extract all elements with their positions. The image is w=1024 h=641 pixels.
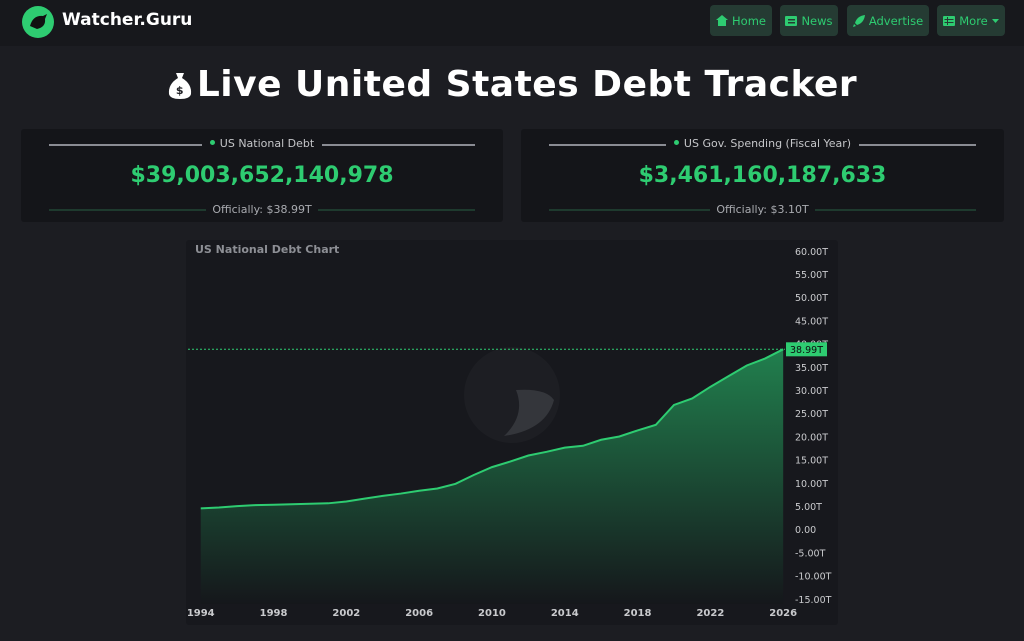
- page-title: $ Live United States Debt Tracker: [0, 64, 1024, 105]
- y-tick-label: -5.00T: [795, 548, 826, 559]
- y-tick-label: 35.00T: [795, 363, 828, 374]
- nav-label: News: [801, 13, 833, 28]
- card-official: Officially: $38.99T: [206, 203, 318, 216]
- current-badge: [786, 342, 827, 357]
- spending-card: US Gov. Spending (Fiscal Year) $3,461,16…: [521, 129, 1004, 222]
- y-tick-label: 25.00T: [795, 409, 828, 420]
- x-tick-label: 2022: [696, 608, 724, 619]
- x-tick-label: 1998: [260, 608, 288, 619]
- nav-advertise[interactable]: Advertise: [847, 5, 929, 36]
- x-tick-label: 2018: [624, 608, 652, 619]
- nav-label: Home: [732, 13, 766, 28]
- nav-label: Advertise: [868, 13, 924, 28]
- x-tick-label: 2014: [551, 608, 579, 619]
- x-tick-label: 2006: [405, 608, 433, 619]
- y-tick-label: 50.00T: [795, 293, 828, 304]
- brand[interactable]: Watcher.Guru: [62, 10, 193, 30]
- area: [200, 349, 784, 604]
- card-official: Officially: $3.10T: [710, 203, 815, 216]
- x-tick-label: 1994: [187, 608, 215, 619]
- plot: [200, 348, 784, 604]
- svg-text:$: $: [176, 84, 184, 97]
- chart: US National Debt Chart 60.00T 55.00T 50.00…: [186, 240, 838, 625]
- debt-card: US National Debt $39,003,652,140,978 Off…: [21, 129, 503, 222]
- logo: [22, 6, 54, 38]
- chart-title: US National Debt Chart: [195, 243, 339, 256]
- y-tick-label: -10.00T: [795, 572, 832, 583]
- card-label: US National Debt: [219, 137, 315, 150]
- y-tick-label: 5.00T: [795, 502, 822, 513]
- nav-label: More: [959, 13, 988, 28]
- watermark: [504, 389, 554, 436]
- y-tick-label: 0.00: [795, 525, 816, 536]
- title-text: Live United States Debt Tracker: [196, 64, 858, 105]
- card-label: US Gov. Spending (Fiscal Year): [683, 137, 852, 150]
- nav-more[interactable]: More: [937, 5, 1005, 36]
- y-tick-label: 15.00T: [795, 456, 828, 467]
- line: [200, 348, 784, 510]
- current-label: 38.99T: [790, 345, 823, 356]
- y-tick-label: 10.00T: [795, 479, 828, 490]
- x-tick-label: 2026: [769, 608, 797, 619]
- y-tick-label: 60.00T: [795, 247, 828, 258]
- y-tick-label: 45.00T: [795, 316, 828, 327]
- y-tick-label: 30.00T: [795, 386, 828, 397]
- x-tick-label: 2010: [478, 608, 506, 619]
- header: Watcher.Guru Home News Advertise More: [0, 0, 1024, 46]
- y-tick-label: 55.00T: [795, 270, 828, 281]
- money-bag-icon: $: [168, 73, 191, 99]
- nav-news[interactable]: News: [780, 5, 838, 36]
- card-value: $3,461,160,187,633: [638, 163, 887, 188]
- nav-home[interactable]: Home: [710, 5, 772, 36]
- y-tick-label: -15.00T: [795, 595, 832, 606]
- card-value: $39,003,652,140,978: [130, 163, 394, 188]
- y-tick-label: 20.00T: [795, 432, 828, 443]
- x-tick-label: 2002: [332, 608, 360, 619]
